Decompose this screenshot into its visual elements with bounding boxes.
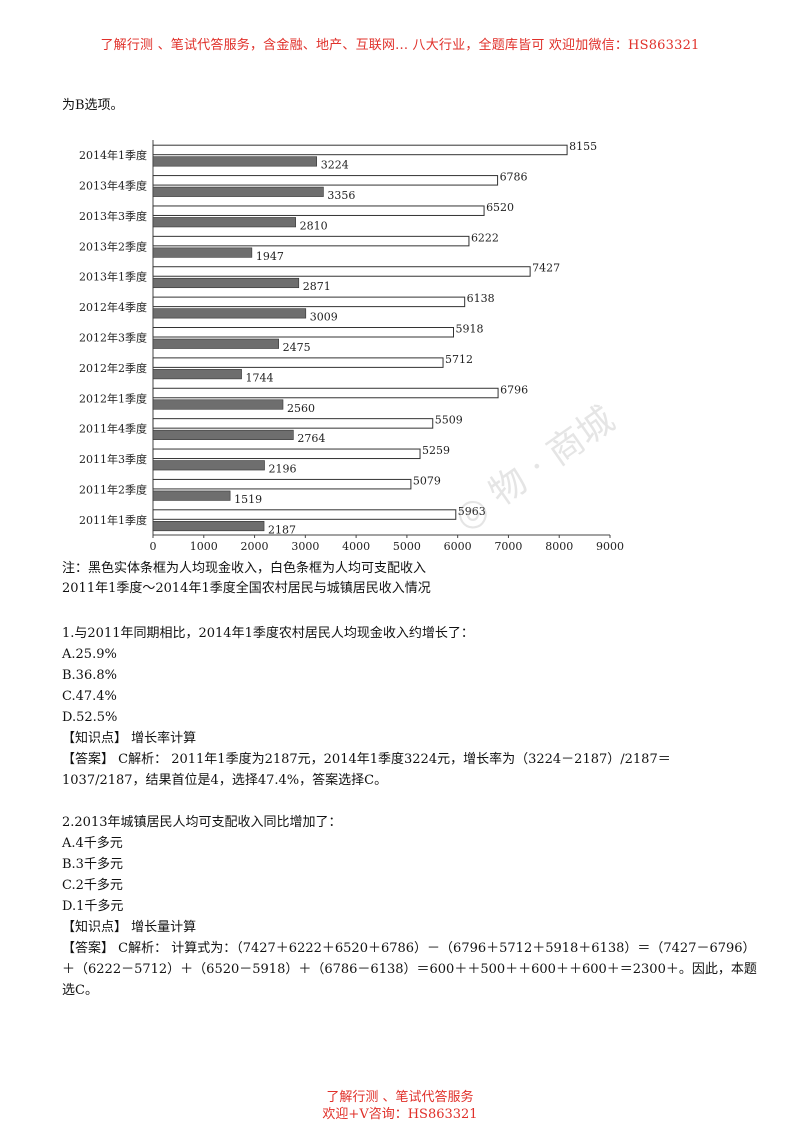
category-label: 2013年4季度 <box>79 179 147 193</box>
data-label-cash: 2764 <box>297 432 325 445</box>
data-label-disposable: 8155 <box>569 140 597 153</box>
bar-disposable-income <box>152 418 434 429</box>
x-tick-label: 3000 <box>291 540 319 553</box>
data-label-cash: 2810 <box>300 219 328 232</box>
bar-cash-income <box>152 277 300 289</box>
bar-cash-income <box>152 338 279 349</box>
bar-disposable-income <box>152 327 455 338</box>
data-label-cash: 1519 <box>234 493 262 506</box>
data-label-cash: 2475 <box>283 341 311 354</box>
bar-cash-income <box>152 429 294 440</box>
category-label: 2013年1季度 <box>79 270 147 284</box>
q2-option-c: C.2千多元 <box>62 878 123 893</box>
q2-answer-line2: ＋（6222－5712）＋（6520－5918）＋（6786－6138）＝600… <box>62 962 757 977</box>
q2-option-d: D.1千多元 <box>62 899 124 914</box>
bar-cash-income <box>152 247 253 258</box>
q2-answer-line3: 选C。 <box>62 983 98 998</box>
bar-disposable-income <box>152 175 499 186</box>
bar-cash-income <box>152 399 284 410</box>
category-label: 2013年2季度 <box>79 239 147 253</box>
category-label: 2011年2季度 <box>79 482 147 496</box>
bar-cash-income <box>152 308 307 319</box>
footer-line1: 了解行测 、笔试代答服务 <box>326 1090 474 1105</box>
data-label-cash: 3356 <box>327 189 355 202</box>
data-label-disposable: 6786 <box>500 171 528 184</box>
bar-cash-income <box>152 156 318 167</box>
data-label-disposable: 5079 <box>413 474 441 487</box>
data-label-cash: 1947 <box>256 250 284 263</box>
data-label-cash: 3009 <box>310 311 338 324</box>
data-label-disposable: 6138 <box>467 292 495 305</box>
category-label: 2012年3季度 <box>79 331 147 345</box>
bar-disposable-income <box>152 509 457 520</box>
category-label: 2014年1季度 <box>79 148 147 162</box>
data-label-cash: 3224 <box>321 159 349 172</box>
data-label-disposable: 7427 <box>532 262 560 275</box>
footer-line2: 欢迎+V咨询：HS863321 <box>322 1107 478 1122</box>
q1-knowledge: 【知识点】 增长率计算 <box>62 731 197 746</box>
bar-disposable-income <box>152 448 421 460</box>
category-label: 2011年4季度 <box>79 422 147 436</box>
q2-answer-line1: 【答案】 C解析： 计算式为：（7427＋6222＋6520＋6786）－（67… <box>62 941 756 956</box>
chart-note: 注：黑色实体条框为人均现金收入，白色条框为人均可支配收入 <box>62 561 427 576</box>
q1-option-a: A.25.9% <box>62 647 117 662</box>
data-label-disposable: 5918 <box>456 323 484 336</box>
category-label: 2011年3季度 <box>79 452 147 466</box>
q1-option-c: C.47.4% <box>62 689 117 704</box>
chart-caption: 2011年1季度～2014年1季度全国农村居民与城镇居民收入情况 <box>62 581 431 596</box>
bar-disposable-income <box>152 205 485 216</box>
data-label-disposable: 5509 <box>435 414 463 427</box>
bar-disposable-income <box>152 235 470 247</box>
bar-disposable-income <box>152 296 466 308</box>
category-label: 2012年1季度 <box>79 391 147 405</box>
x-tick-label: 2000 <box>241 540 269 553</box>
x-tick-label: 0 <box>150 540 157 553</box>
bar-disposable-income <box>152 357 444 368</box>
q1-question: 1.与2011年同期相比，2014年1季度农村居民人均现金收入约增长了： <box>62 626 474 641</box>
bar-cash-income <box>152 217 296 228</box>
bar-cash-income <box>152 490 231 501</box>
q2-option-a: A.4千多元 <box>62 836 123 851</box>
q2-knowledge: 【知识点】 增长量计算 <box>62 920 197 935</box>
x-tick-label: 9000 <box>596 540 624 553</box>
bar-cash-income <box>152 186 324 197</box>
data-label-cash: 1744 <box>246 371 274 384</box>
bar-disposable-income <box>152 266 531 277</box>
category-label: 2012年2季度 <box>79 361 147 375</box>
data-label-disposable: 5712 <box>445 353 473 366</box>
bar-cash-income <box>152 521 265 532</box>
data-label-cash: 2871 <box>303 280 331 293</box>
q1-answer-line2: 1037/2187，结果首位是4，选择47.4%，答案选择C。 <box>62 773 388 788</box>
q2-option-b: B.3千多元 <box>62 857 123 872</box>
bar-disposable-income <box>152 478 412 490</box>
category-label: 2011年1季度 <box>79 513 147 527</box>
x-tick-label: 8000 <box>545 540 573 553</box>
x-tick-label: 7000 <box>494 540 522 553</box>
x-tick-label: 5000 <box>393 540 421 553</box>
data-label-disposable: 6222 <box>471 231 499 244</box>
data-label-disposable: 6796 <box>500 383 528 396</box>
bar-chart: 0 1000 2000 3000 4000 5000 6000 7000 8000 9000 201… <box>79 140 624 553</box>
data-label-disposable: 6520 <box>486 201 514 214</box>
bar-disposable-income <box>152 387 499 399</box>
q1-option-b: B.36.8% <box>62 668 117 683</box>
x-tick-label: 4000 <box>342 540 370 553</box>
header-ad-text: 了解行测 、笔试代答服务，含金融、地产、互联网... 八大行业，全题库皆可 欢迎… <box>100 38 700 53</box>
bar-disposable-income <box>152 144 568 156</box>
q2-question: 2.2013年城镇居民人均可支配收入同比增加了： <box>62 815 342 830</box>
q1-answer-line1: 【答案】 C解析： 2011年1季度为2187元，2014年1季度3224元，增… <box>62 752 671 767</box>
category-label: 2012年4季度 <box>79 300 147 314</box>
data-label-disposable: 5259 <box>422 444 450 457</box>
x-tick-label: 1000 <box>190 540 218 553</box>
data-label-cash: 2196 <box>269 463 297 476</box>
category-label: 2013年3季度 <box>79 209 147 223</box>
data-label-cash: 2560 <box>287 402 315 415</box>
bar-cash-income <box>152 460 265 471</box>
data-label-cash: 2187 <box>268 523 296 536</box>
intro-line: 为B选项。 <box>62 98 124 113</box>
data-label-disposable: 5963 <box>458 505 486 518</box>
x-tick-label: 6000 <box>444 540 472 553</box>
bar-cash-income <box>152 369 242 380</box>
q1-option-d: D.52.5% <box>62 710 118 725</box>
